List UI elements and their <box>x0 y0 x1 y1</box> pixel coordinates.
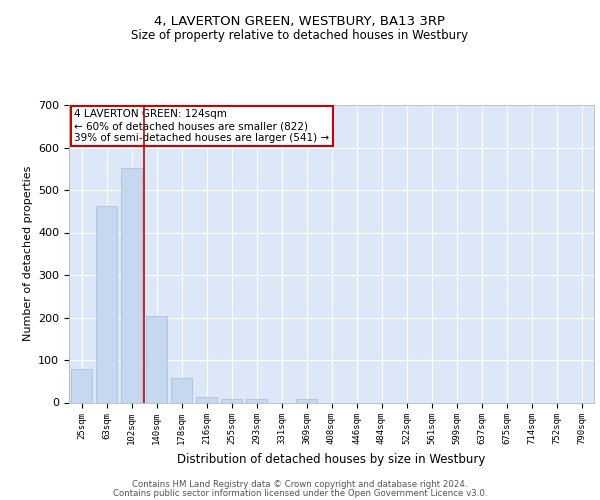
Text: Contains public sector information licensed under the Open Government Licence v3: Contains public sector information licen… <box>113 488 487 498</box>
Bar <box>221 398 242 402</box>
Bar <box>171 378 192 402</box>
Bar <box>196 396 217 402</box>
Bar <box>146 316 167 402</box>
Y-axis label: Number of detached properties: Number of detached properties <box>23 166 32 342</box>
Text: Contains HM Land Registry data © Crown copyright and database right 2024.: Contains HM Land Registry data © Crown c… <box>132 480 468 489</box>
Text: Size of property relative to detached houses in Westbury: Size of property relative to detached ho… <box>131 28 469 42</box>
Bar <box>246 398 267 402</box>
Text: 4 LAVERTON GREEN: 124sqm
← 60% of detached houses are smaller (822)
39% of semi-: 4 LAVERTON GREEN: 124sqm ← 60% of detach… <box>74 110 329 142</box>
Bar <box>121 168 142 402</box>
Bar <box>296 399 317 402</box>
Text: 4, LAVERTON GREEN, WESTBURY, BA13 3RP: 4, LAVERTON GREEN, WESTBURY, BA13 3RP <box>155 14 445 28</box>
Bar <box>96 206 117 402</box>
X-axis label: Distribution of detached houses by size in Westbury: Distribution of detached houses by size … <box>178 453 485 466</box>
Bar <box>71 370 92 402</box>
